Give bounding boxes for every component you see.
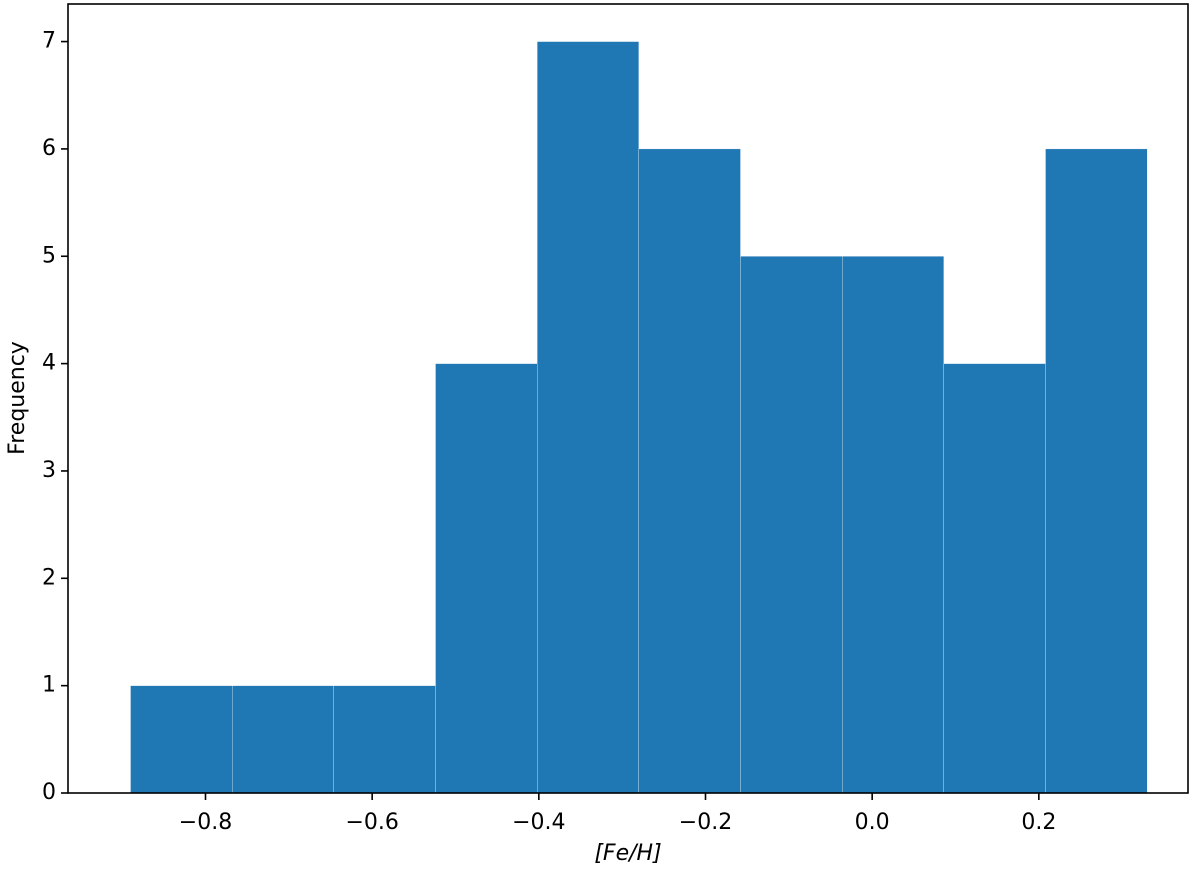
x-tick-label: −0.6	[345, 810, 398, 835]
y-tick-label: 0	[42, 780, 56, 805]
bar	[638, 148, 741, 794]
y-tick-label: 3	[42, 458, 56, 483]
y-tick-label: 5	[42, 243, 56, 268]
y-tick-label: 7	[42, 29, 56, 54]
x-tick-label: 0.0	[855, 810, 890, 835]
y-tick-label: 2	[42, 565, 56, 590]
bar	[1045, 148, 1148, 794]
bar	[537, 41, 639, 794]
y-tick-label: 1	[42, 673, 56, 698]
x-tick-label: 0.2	[1021, 810, 1056, 835]
x-tick-label: −0.2	[679, 810, 732, 835]
y-tick-label: 4	[42, 351, 56, 376]
x-axis-label: [Fe/H]	[594, 841, 661, 866]
bar	[333, 685, 436, 794]
bar	[130, 685, 233, 794]
bar	[435, 363, 538, 794]
plot-frame	[67, 3, 1189, 794]
x-tick-label: −0.8	[179, 810, 232, 835]
bar	[232, 685, 334, 794]
y-tick-label: 6	[42, 136, 56, 161]
y-axis-label: Frequency	[5, 341, 30, 455]
x-tick-label: −0.4	[512, 810, 565, 835]
bar	[740, 256, 843, 794]
bar	[943, 363, 1046, 794]
bar	[842, 256, 944, 794]
